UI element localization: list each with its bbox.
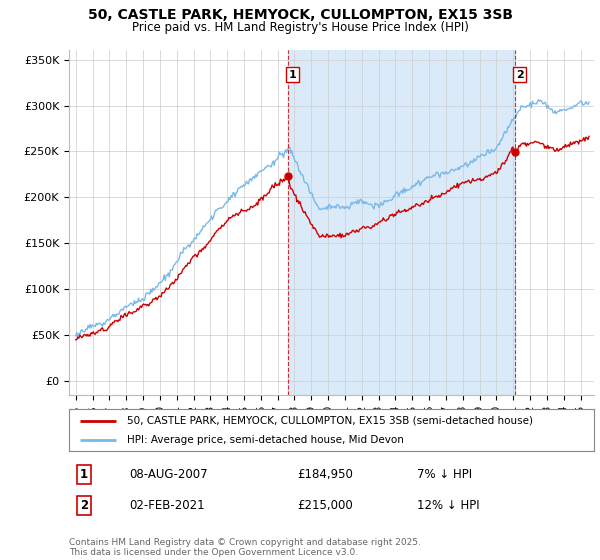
Text: 2: 2 xyxy=(80,499,88,512)
Text: £215,000: £215,000 xyxy=(297,499,353,512)
Text: HPI: Average price, semi-detached house, Mid Devon: HPI: Average price, semi-detached house,… xyxy=(127,435,404,445)
Text: Price paid vs. HM Land Registry's House Price Index (HPI): Price paid vs. HM Land Registry's House … xyxy=(131,21,469,34)
Text: 08-AUG-2007: 08-AUG-2007 xyxy=(129,468,208,481)
Text: 2: 2 xyxy=(516,69,523,80)
Text: 1: 1 xyxy=(80,468,88,481)
Text: 50, CASTLE PARK, HEMYOCK, CULLOMPTON, EX15 3SB: 50, CASTLE PARK, HEMYOCK, CULLOMPTON, EX… xyxy=(88,8,512,22)
Text: 50, CASTLE PARK, HEMYOCK, CULLOMPTON, EX15 3SB (semi-detached house): 50, CASTLE PARK, HEMYOCK, CULLOMPTON, EX… xyxy=(127,416,533,426)
Text: 02-FEB-2021: 02-FEB-2021 xyxy=(129,499,205,512)
Text: £184,950: £184,950 xyxy=(297,468,353,481)
Text: 7% ↓ HPI: 7% ↓ HPI xyxy=(417,468,472,481)
Bar xyxy=(288,50,515,395)
Text: 12% ↓ HPI: 12% ↓ HPI xyxy=(417,499,479,512)
Text: 1: 1 xyxy=(289,69,296,80)
Text: Contains HM Land Registry data © Crown copyright and database right 2025.
This d: Contains HM Land Registry data © Crown c… xyxy=(69,538,421,557)
